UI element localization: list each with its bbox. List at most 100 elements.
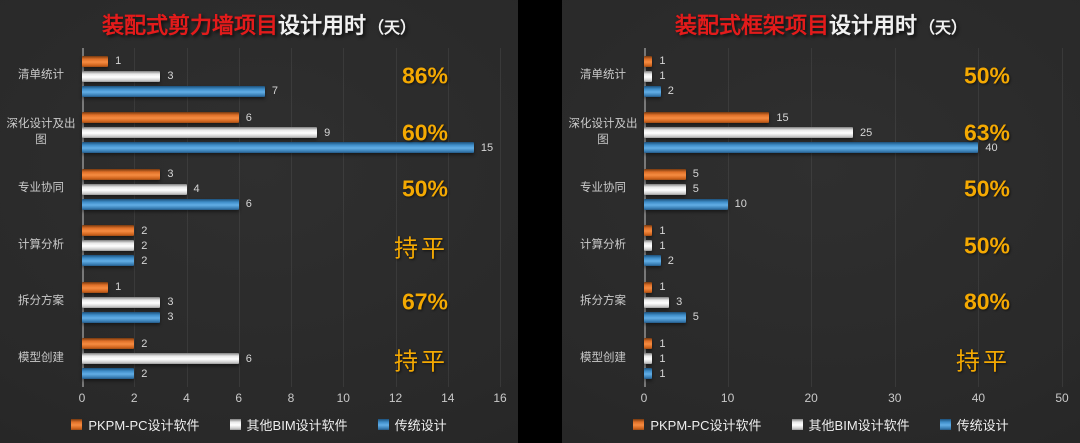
bar-row: 2 [82, 225, 500, 237]
bar-value-label: 5 [692, 311, 699, 324]
bar-row: 1 [644, 55, 1062, 67]
bar-其他BIM设计软件[interactable] [644, 127, 853, 139]
legend-label: 其他BIM设计软件 [808, 417, 910, 433]
legend-label: PKPM-PC设计软件 [650, 417, 762, 433]
legend-item[interactable]: PKPM-PC设计软件 [633, 415, 762, 434]
bar-传统设计[interactable] [644, 142, 979, 154]
bar-其他BIM设计软件[interactable] [82, 240, 135, 252]
bar-PKPM-PC设计软件[interactable] [644, 112, 770, 124]
bar-PKPM-PC设计软件[interactable] [82, 55, 109, 67]
bar-row: 3 [82, 311, 500, 323]
bar-PKPM-PC设计软件[interactable] [82, 338, 135, 350]
bar-传统设计[interactable] [82, 85, 265, 97]
bar-row: 1 [644, 338, 1062, 350]
bar-value-label: 1 [115, 55, 122, 68]
bar-其他BIM设计软件[interactable] [644, 240, 653, 252]
bar-PKPM-PC设计软件[interactable] [644, 225, 653, 237]
bar-group: 15 25 40 63% [644, 105, 1062, 162]
legend-label: PKPM-PC设计软件 [88, 417, 200, 433]
bar-其他BIM设计软件[interactable] [82, 353, 239, 365]
chart-title: 装配式剪力墙项目 设计用时 （天） [0, 0, 518, 48]
bar-value-label: 3 [167, 168, 174, 181]
bar-row: 6 [82, 112, 500, 124]
bar-传统设计[interactable] [82, 198, 239, 210]
bar-传统设计[interactable] [82, 142, 474, 154]
bar-group: 6 9 15 60% [82, 105, 500, 162]
category-label: 拆分方案 [18, 295, 64, 308]
bar-其他BIM设计软件[interactable] [82, 183, 187, 195]
bar-传统设计[interactable] [644, 85, 661, 97]
reduction-label: 持平 [394, 349, 448, 376]
legend-swatch-icon [791, 418, 803, 430]
bar-传统设计[interactable] [644, 311, 686, 323]
bar-value-label: 1 [659, 70, 666, 83]
legend-swatch-icon [939, 418, 951, 430]
bar-PKPM-PC设计软件[interactable] [82, 168, 161, 180]
legend: PKPM-PC设计软件 其他BIM设计软件 传统设计 [562, 409, 1080, 443]
chart-title-unit: （天） [368, 20, 417, 37]
bar-PKPM-PC设计软件[interactable] [644, 55, 653, 67]
legend-label: 传统设计 [394, 417, 447, 433]
bar-PKPM-PC设计软件[interactable] [82, 281, 109, 293]
legend-item[interactable]: 传统设计 [377, 415, 447, 434]
reduction-label: 50% [963, 232, 1010, 259]
bar-row: 3 [82, 296, 500, 309]
legend-swatch-icon [377, 418, 389, 430]
bar-row: 9 [82, 127, 500, 139]
bar-其他BIM设计软件[interactable] [644, 296, 670, 308]
bar-value-label: 3 [167, 296, 174, 309]
bar-传统设计[interactable] [644, 198, 728, 210]
bar-其他BIM设计软件[interactable] [82, 127, 318, 139]
legend-item[interactable]: PKPM-PC设计软件 [71, 415, 200, 434]
legend-item[interactable]: 传统设计 [939, 415, 1009, 434]
bar-row: 5 [644, 168, 1062, 180]
legend-item[interactable]: 其他BIM设计软件 [229, 415, 348, 434]
x-tick-label: 16 [493, 391, 507, 405]
legend-item[interactable]: 其他BIM设计软件 [791, 415, 910, 434]
bar-row: 2 [82, 255, 500, 267]
bar-其他BIM设计软件[interactable] [644, 70, 653, 82]
bar-其他BIM设计软件[interactable] [82, 70, 161, 82]
chart-title-highlight: 装配式框架项目 [674, 13, 829, 38]
bar-PKPM-PC设计软件[interactable] [82, 112, 239, 124]
x-tick-label: 10 [720, 391, 735, 405]
bar-row: 6 [82, 198, 500, 211]
bar-row: 5 [644, 183, 1062, 196]
bar-PKPM-PC设计软件[interactable] [644, 168, 686, 180]
gridline [395, 48, 397, 387]
bar-value-label: 5 [692, 183, 699, 196]
legend-label: 其他BIM设计软件 [246, 417, 348, 433]
reduction-label: 持平 [394, 236, 448, 263]
bar-其他BIM设计软件[interactable] [644, 353, 653, 365]
bar-传统设计[interactable] [644, 368, 653, 380]
bar-group: 1 1 2 50% [644, 218, 1062, 275]
bar-row: 15 [644, 112, 1062, 124]
bar-其他BIM设计软件[interactable] [644, 183, 686, 195]
category-label: 深化设计及出图 [568, 118, 638, 146]
bar-value-label: 6 [245, 198, 252, 211]
legend-swatch-icon [229, 418, 241, 430]
bar-value-label: 2 [667, 254, 674, 267]
chart-body: 清单统计 深化设计及出图 专业协同 计算分析 拆分方案 模型创建 1 1 2 50% 15 25 40… [562, 48, 1080, 387]
bar-PKPM-PC设计软件[interactable] [82, 225, 135, 237]
bar-value-label: 25 [860, 126, 873, 139]
x-tick-label: 12 [388, 391, 403, 405]
bar-PKPM-PC设计软件[interactable] [644, 281, 653, 293]
reduction-label: 60% [401, 119, 448, 146]
bar-传统设计[interactable] [644, 255, 661, 267]
bar-PKPM-PC设计软件[interactable] [644, 338, 653, 350]
bar-value-label: 1 [659, 367, 666, 380]
bar-row: 2 [644, 85, 1062, 97]
bar-其他BIM设计软件[interactable] [82, 296, 161, 308]
bar-传统设计[interactable] [82, 255, 135, 267]
value-axis-line [82, 48, 84, 387]
bar-row: 10 [644, 198, 1062, 210]
plot-area: 1 1 2 50% 15 25 40 63% 5 5 10 50% 1 1 2 50% 1 3 5 80% 1 1 1 持平 [644, 48, 1063, 387]
bar-传统设计[interactable] [82, 311, 161, 323]
reduction-label: 80% [963, 288, 1010, 315]
category-label: 专业协同 [580, 182, 626, 195]
x-tick-label: 6 [235, 391, 243, 405]
bar-传统设计[interactable] [82, 368, 135, 380]
bar-row: 25 [644, 126, 1062, 139]
